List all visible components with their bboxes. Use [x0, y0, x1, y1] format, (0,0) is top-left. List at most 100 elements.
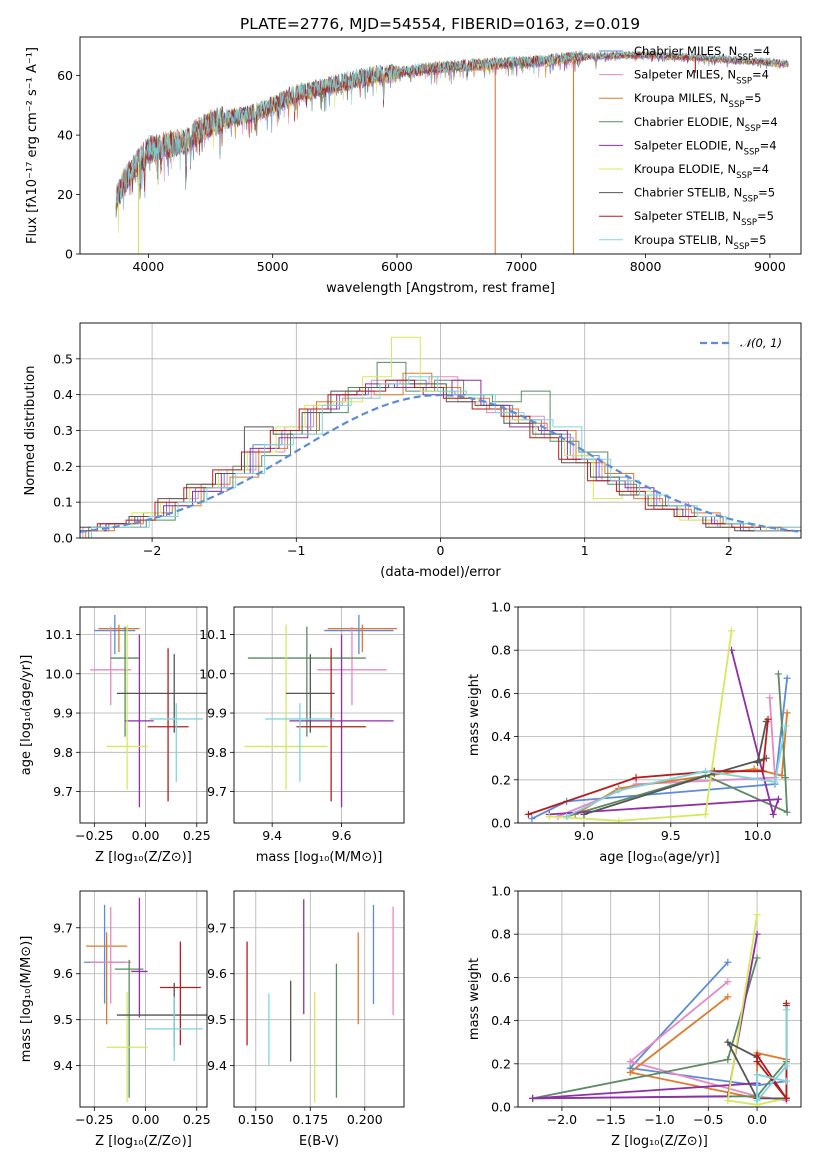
legend-label: Salpeter ELODIE, NSSP=4	[634, 138, 777, 157]
weight-marker	[783, 709, 791, 717]
legend-label: Salpeter MILES, NSSP=4	[634, 68, 769, 87]
y-tick-label: 9.5	[207, 1012, 227, 1027]
x-tick-label: 7000	[505, 259, 537, 274]
figure-title: PLATE=2776, MJD=54554, FIBERID=0163, z=0…	[240, 15, 640, 33]
y-tick-label: 0.2	[491, 772, 511, 787]
y-axis-label: mass weight	[467, 958, 482, 1040]
weight-marker	[753, 911, 761, 919]
x-tick-label: −2.0	[547, 1112, 577, 1127]
weight-line-salpeter-miles	[557, 697, 776, 818]
y-tick-label: 0.2	[491, 1056, 511, 1071]
weight-line-kroupa-elodie	[726, 914, 787, 1106]
legend-subscript: SSP	[745, 124, 761, 134]
x-tick-label: 10.0	[744, 828, 772, 843]
x-tick-label: 0.150	[238, 1112, 274, 1127]
x-tick-label: 5000	[257, 259, 289, 274]
weight-marker	[724, 1055, 732, 1063]
x-tick-label: 4000	[132, 259, 164, 274]
histogram-kroupa-elodie	[80, 336, 796, 532]
legend-label: Chabrier ELODIE, NSSP=4	[634, 115, 778, 134]
y-axis-label: age [log₁₀(age/yr)]	[19, 655, 34, 776]
x-tick-label: 9.6	[332, 828, 352, 843]
y-tick-label: 40	[57, 128, 73, 143]
y-tick-label: 9.4	[207, 1058, 227, 1073]
y-tick-label: 1.0	[491, 884, 511, 899]
weight-vs-metallicity-panel: −2.0 −1.5 −1.0 −0.5 0.0 0.0 0.2 0.4 0.6 0.8 1.0 Z […	[467, 884, 802, 1149]
y-tick-label: 0.8	[491, 643, 511, 658]
plot-area	[90, 614, 207, 808]
grid-lines	[234, 607, 404, 823]
weight-line-chabrier-stelib	[583, 721, 768, 816]
weight-marker	[529, 1094, 537, 1102]
weight-marker	[580, 810, 588, 818]
legend-subscript: SSP	[742, 195, 758, 205]
y-tick-label: 9.7	[207, 920, 227, 935]
legend-subscript: SSP	[736, 77, 752, 87]
weight-marker	[753, 954, 761, 962]
weight-marker	[724, 958, 732, 966]
legend-subscript: SSP	[744, 147, 760, 157]
y-tick-label: 0.4	[491, 1013, 511, 1028]
y-axis-label: Normed distribution	[23, 366, 38, 496]
weight-line-kroupa-miles	[574, 712, 788, 816]
weight-marker	[782, 1062, 790, 1070]
weight-marker	[724, 1038, 732, 1046]
weight-marker	[626, 1068, 634, 1076]
y-tick-label: 9.7	[207, 784, 227, 799]
weight-marker	[724, 978, 732, 986]
weight-marker	[781, 722, 789, 730]
x-tick-label: 0.00	[132, 828, 160, 843]
residuals-histogram-panel: −2 −1 0 1 2 0.0 0.1 0.2 0.3 0.4 0.5 (data-model)/er…	[23, 322, 802, 580]
legend-subscript: SSP	[741, 218, 757, 228]
x-tick-label: −2	[143, 543, 161, 558]
y-tick-label: 9.9	[53, 706, 73, 721]
x-tick-label: −0.5	[693, 1112, 723, 1127]
y-tick-label: 9.8	[53, 745, 73, 760]
x-tick-label: 9000	[754, 259, 786, 274]
normal-curve	[80, 393, 801, 533]
weight-marker	[545, 813, 553, 821]
spectrum-panel: 4000 5000 6000 7000 8000 9000 0 20 40 60 wavelengt…	[25, 36, 802, 296]
x-tick-label: 0.200	[347, 1112, 383, 1127]
weight-marker	[724, 1097, 732, 1105]
mass-vs-metallicity-panel: −0.25 0.00 0.25 9.4 9.5 9.6 9.7 Z [log₁₀(Z/Z⊙)]…	[19, 890, 211, 1149]
y-tick-label: 0.0	[491, 1100, 511, 1115]
x-axis-label: Z [log₁₀(Z/Z⊙)]	[95, 850, 192, 865]
x-tick-label: 9.5	[661, 828, 681, 843]
legend-subscript: SSP	[737, 53, 753, 63]
legend-subscript: SSP	[734, 242, 750, 252]
legend-label: Kroupa STELIB, NSSP=5	[634, 233, 766, 252]
weight-marker	[753, 1071, 761, 1079]
legend-label: Salpeter STELIB, NSSP=5	[634, 209, 774, 228]
weight-marker	[774, 670, 782, 678]
y-tick-label: 0.4	[53, 387, 73, 402]
x-axis-label: (data-model)/error	[380, 565, 501, 580]
y-tick-label: 10.1	[45, 627, 73, 642]
y-tick-label: 0.3	[53, 423, 73, 438]
weight-marker	[759, 767, 767, 775]
plot-area	[115, 49, 789, 254]
x-tick-label: 1	[581, 543, 589, 558]
grid-lines	[80, 607, 207, 823]
histogram-kroupa-stelib	[91, 376, 801, 538]
x-axis-label: E(B-V)	[299, 1134, 339, 1149]
y-tick-label: 9.5	[53, 1012, 73, 1027]
x-tick-label: 0.0	[747, 1112, 767, 1127]
legend-label: Kroupa MILES, NSSP=5	[634, 91, 761, 110]
weight-line-kroupa-stelib	[756, 1009, 788, 1103]
y-tick-label: 9.6	[53, 966, 73, 981]
y-tick-label: 0.1	[53, 495, 73, 510]
legend-label: Chabrier STELIB, NSSP=5	[634, 186, 775, 205]
weight-marker	[615, 787, 623, 795]
y-axis-label: mass [log₁₀(M/M⊙)]	[19, 936, 34, 1063]
weight-marker	[615, 817, 623, 823]
weight-marker	[563, 813, 571, 821]
histogram-salpeter-stelib	[80, 379, 790, 532]
weight-marker	[782, 1077, 790, 1085]
plot-area	[529, 911, 790, 1107]
y-tick-label: 0.5	[53, 351, 73, 366]
y-tick-label: 9.4	[53, 1058, 73, 1073]
grid-lines	[234, 891, 404, 1107]
y-tick-label: 0.0	[53, 531, 73, 546]
x-tick-label: −1.0	[644, 1112, 674, 1127]
